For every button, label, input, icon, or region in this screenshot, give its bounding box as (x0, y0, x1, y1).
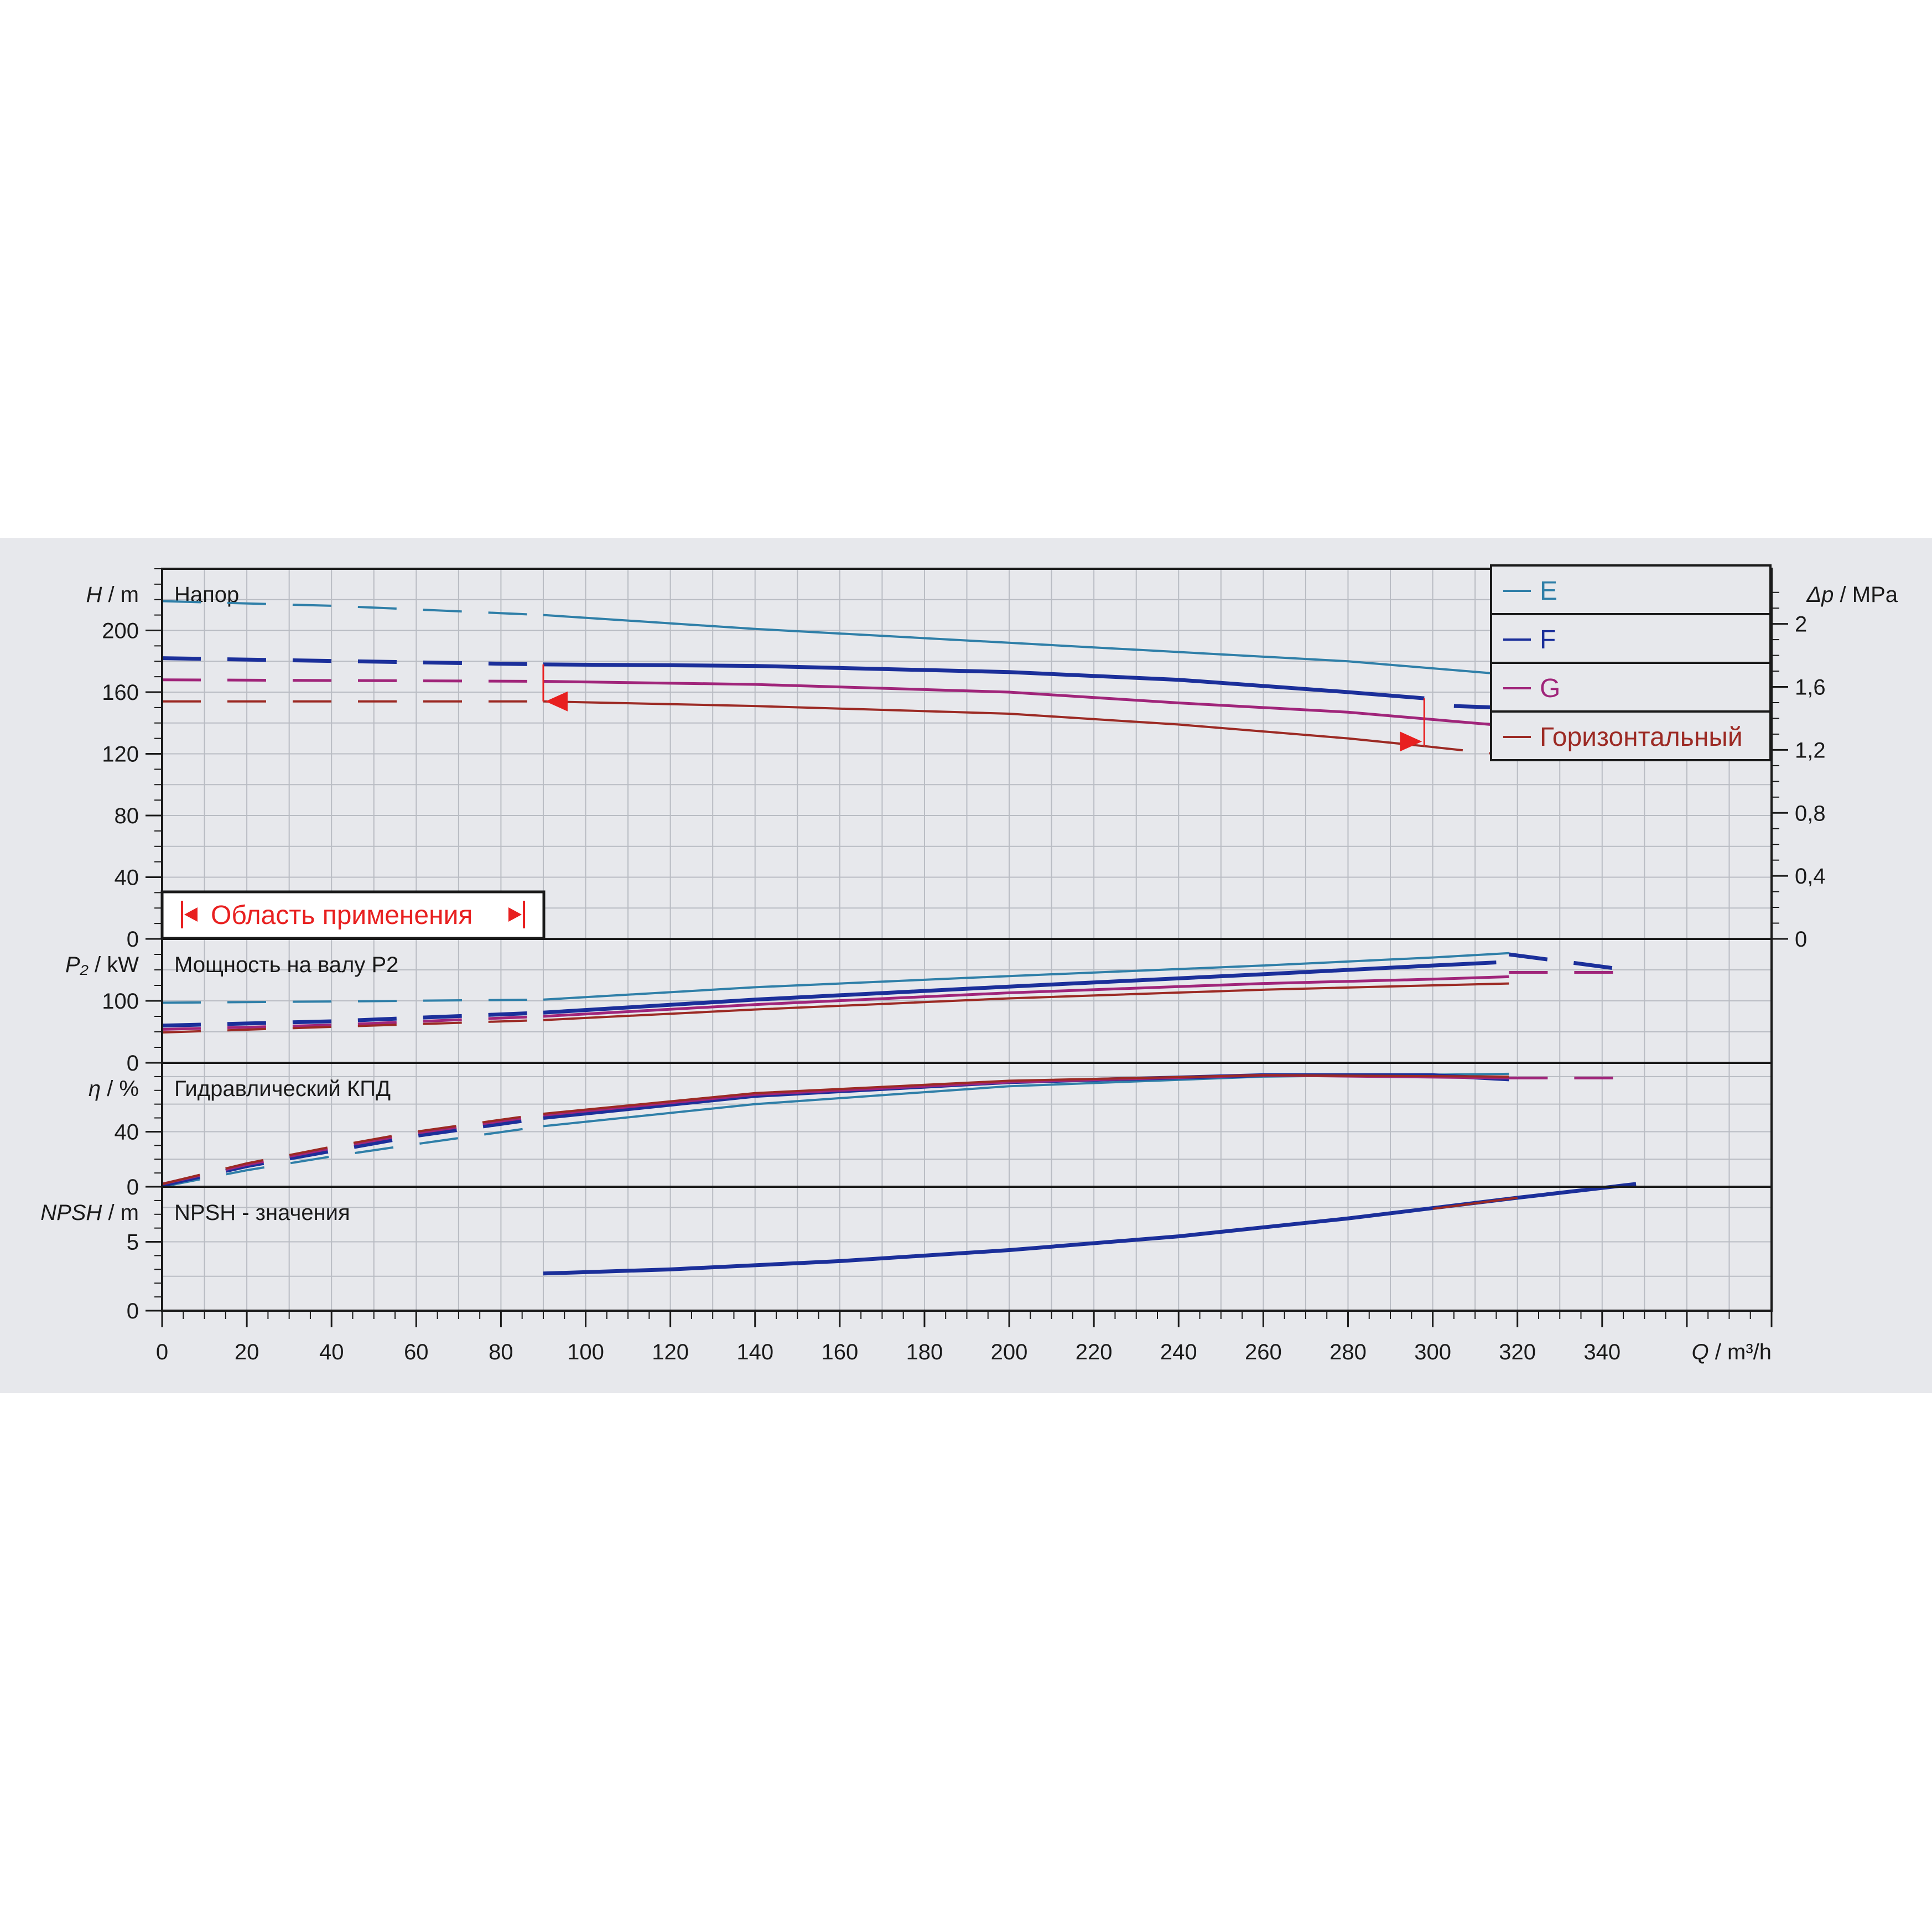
range-start-arrow (545, 691, 568, 711)
y-tick-label: 0 (127, 1051, 139, 1076)
range-end-arrow (1400, 731, 1422, 752)
y-tick-label: 40 (115, 1120, 139, 1144)
y-axis-label: H / m (86, 583, 139, 607)
y-tick-label: 200 (102, 619, 139, 643)
x-tick-label: 80 (489, 1340, 513, 1364)
series-F-tail (1453, 704, 1497, 710)
range-arrow-right-icon (508, 907, 522, 922)
x-tick-label: 260 (1245, 1340, 1282, 1364)
y2-tick-label: 0 (1795, 927, 1807, 952)
legend-item-box (1490, 710, 1772, 761)
x-tick-label: 180 (906, 1340, 943, 1364)
x-tick-label: 320 (1499, 1340, 1536, 1364)
legend-item-box (1490, 564, 1772, 615)
y2-tick-label: 1,6 (1795, 676, 1826, 700)
series-H-line (543, 982, 1509, 1021)
series-G-dashed (162, 678, 543, 683)
x-tick-label: 280 (1329, 1340, 1367, 1364)
y-axis-label: NPSH / m (40, 1201, 139, 1225)
y-tick-label: 120 (102, 742, 139, 767)
legend-label-E: E (1540, 577, 1557, 606)
x-tick-label: 20 (235, 1340, 259, 1364)
x-tick-label: 120 (652, 1340, 689, 1364)
x-tick-label: 140 (736, 1340, 773, 1364)
y-tick-label: 0 (127, 1175, 139, 1199)
x-tick-label: 240 (1160, 1340, 1197, 1364)
y2-tick-label: 2 (1795, 612, 1807, 637)
legend-label-H: Горизонтальный (1540, 723, 1743, 752)
series-F-tail (1508, 952, 1637, 973)
application-range-label: Область применения (211, 901, 472, 930)
series-H-line (543, 700, 1425, 747)
x-tick-label: 100 (567, 1340, 604, 1364)
series-F-line (543, 1182, 1637, 1276)
y-tick-label: 5 (127, 1230, 139, 1255)
series-G-dashed (162, 1015, 544, 1031)
x-tick-label: 200 (991, 1340, 1028, 1364)
series-H-dashed (162, 1019, 544, 1034)
y-tick-label: 0 (127, 1299, 139, 1323)
y-tick-label: 0 (127, 927, 139, 952)
series-G-line (543, 679, 1509, 728)
series-H-line (1432, 1196, 1518, 1210)
y2-tick-label: 1,2 (1795, 738, 1826, 762)
y2-tick-label: 0,8 (1795, 801, 1826, 825)
y-axis-label: η / % (89, 1077, 139, 1101)
x-tick-label: 60 (404, 1340, 429, 1364)
legend-item-box (1490, 662, 1772, 713)
y-tick-label: 160 (102, 681, 139, 705)
series-G-line (543, 975, 1509, 1018)
legend-item-box (1490, 613, 1772, 664)
x-tick-label: 160 (821, 1340, 858, 1364)
x-tick-label: 40 (319, 1340, 344, 1364)
series-E-line (543, 614, 1497, 675)
series-F-line (543, 662, 1425, 700)
y-tick-label: 80 (115, 804, 139, 828)
series-E-line (543, 952, 1509, 1001)
x-tick-label: 0 (156, 1340, 168, 1364)
panel-title: Мощность на валу P2 (174, 953, 398, 977)
panel-title: Гидравлический КПД (174, 1077, 391, 1101)
series-F-dashed (162, 1116, 544, 1187)
legend-label-F: F (1540, 625, 1556, 655)
application-range-box (160, 890, 546, 940)
y-axis-label: P₂ / kW (65, 953, 139, 977)
y2-tick-label: 0,4 (1795, 864, 1826, 889)
series-E-dashed (162, 1125, 544, 1188)
x-tick-label: 220 (1076, 1340, 1113, 1364)
series-H-line (543, 1074, 1509, 1115)
legend-label-G: G (1540, 674, 1560, 703)
x-tick-label: 300 (1414, 1340, 1451, 1364)
x-tick-label: 340 (1583, 1340, 1621, 1364)
y-tick-label: 100 (102, 989, 139, 1014)
series-F-line (543, 960, 1497, 1015)
y2-axis-label: Δp / MPa (1806, 583, 1898, 607)
x-axis-label: Q / m³/h (1692, 1340, 1772, 1364)
panel-title: NPSH - значения (174, 1201, 350, 1225)
range-arrow-left-icon (184, 907, 198, 922)
y-tick-label: 40 (115, 866, 139, 890)
series-F-dashed (162, 1010, 544, 1028)
